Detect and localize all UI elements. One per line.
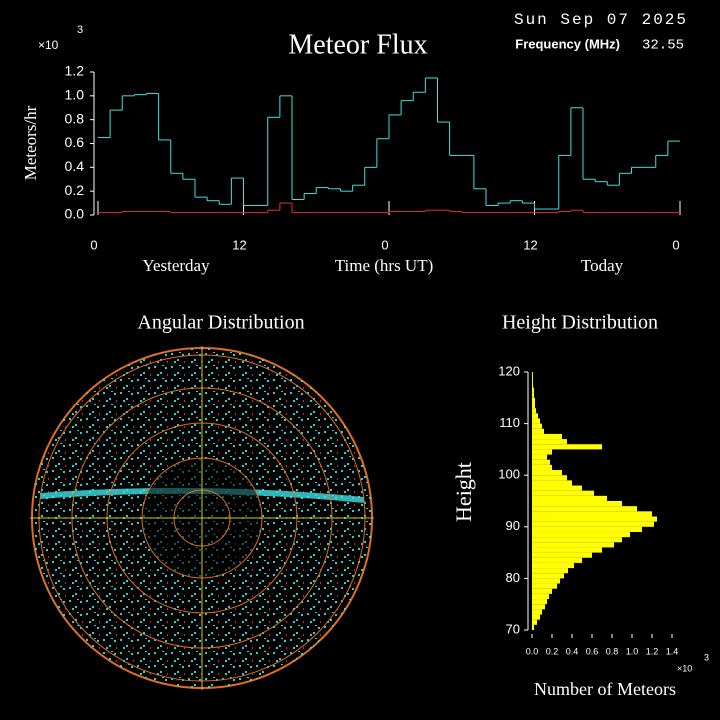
y-tick-label: 0.6 — [65, 134, 85, 150]
bar — [532, 382, 533, 388]
bar — [532, 413, 538, 419]
bar — [532, 480, 572, 486]
x-multiplier-exp: 3 — [704, 652, 709, 662]
bar — [532, 470, 562, 476]
bar — [532, 392, 534, 398]
x-tick-label: 0 — [90, 237, 97, 252]
y-tick-label: 70 — [506, 621, 520, 636]
x-tick-label: 0 — [381, 237, 388, 252]
bar — [532, 475, 567, 481]
bar — [532, 501, 622, 507]
bar — [532, 506, 637, 512]
bar — [532, 521, 654, 527]
bar — [532, 408, 536, 414]
bar — [532, 609, 542, 615]
bar — [532, 402, 535, 409]
bar — [532, 604, 545, 610]
panel-title: Angular Distribution — [137, 312, 304, 334]
bar — [532, 444, 602, 450]
x-axis-label: Time (hrs UT) — [335, 256, 434, 275]
bar — [532, 562, 574, 569]
x-tick-label: 1.2 — [646, 646, 659, 656]
x-tick-label: 12 — [232, 237, 246, 252]
angular-plot — [30, 346, 374, 690]
bar — [532, 397, 535, 403]
x-multiplier: ×10 — [677, 663, 692, 673]
y-tick-label: 0.0 — [65, 206, 85, 222]
date: Sun Sep 07 2025 — [514, 11, 688, 29]
chart-title: Meteor Flux — [288, 29, 427, 60]
x-axis-label: Number of Meteors — [534, 679, 676, 699]
bar — [532, 531, 630, 538]
bar — [532, 624, 534, 630]
panel-title: Height Distribution — [502, 312, 658, 334]
y-multiplier: ×10 — [38, 38, 59, 52]
x-tick-label: 0.6 — [586, 646, 599, 656]
y-multiplier-exp: 3 — [77, 24, 83, 36]
bar — [532, 423, 542, 429]
bar — [532, 593, 549, 600]
y-tick-label: 0.8 — [65, 110, 85, 126]
bar — [532, 511, 652, 517]
bar — [532, 418, 540, 424]
bar — [532, 377, 533, 383]
y-tick-label: 90 — [506, 518, 520, 533]
x-tick-label: 0.4 — [566, 646, 579, 656]
bar — [532, 568, 568, 574]
y-tick-label: 80 — [506, 570, 520, 585]
y-tick-label: 0.2 — [65, 182, 85, 198]
x-tick-label: 0.8 — [606, 646, 619, 656]
bar — [532, 537, 622, 543]
bar — [532, 454, 547, 460]
frequency-label: Frequency (MHz) — [515, 36, 620, 51]
bar — [532, 464, 552, 471]
y-tick-label: 0.4 — [65, 158, 85, 174]
bar — [532, 526, 642, 532]
bar — [532, 614, 540, 620]
bar — [532, 619, 537, 625]
bar — [532, 372, 533, 378]
bar — [532, 459, 550, 465]
x-tick-label: 1.4 — [666, 646, 679, 656]
y-axis-label: Height — [451, 462, 476, 522]
y-tick-label: 1.2 — [65, 63, 85, 79]
x-tick-label: 0 — [672, 237, 679, 252]
bar — [532, 485, 582, 491]
x-tick-label: 1.0 — [626, 646, 639, 656]
y-axis-label: Meteors/hr — [21, 105, 40, 180]
bar — [532, 490, 594, 496]
bar — [532, 588, 552, 594]
bar — [532, 583, 557, 589]
x-tick-label: 0.0 — [526, 646, 539, 656]
y-tick-label: 110 — [499, 415, 520, 430]
y-tick-label: 120 — [498, 363, 520, 378]
bar — [532, 387, 534, 393]
y-tick-label: 1.0 — [65, 87, 85, 103]
bar — [532, 573, 564, 579]
bar — [532, 599, 547, 605]
bar — [532, 428, 544, 434]
bar — [532, 552, 592, 558]
bar — [532, 547, 602, 553]
day-label: Today — [581, 256, 624, 275]
bar — [532, 449, 552, 455]
bar — [532, 578, 560, 584]
frequency: 32.55 — [642, 38, 684, 54]
x-tick-label: 12 — [523, 237, 537, 252]
bar — [532, 495, 607, 501]
bar — [532, 439, 567, 445]
bar — [532, 542, 614, 548]
y-tick-label: 100 — [498, 467, 520, 482]
x-tick-label: 0.2 — [546, 646, 559, 656]
bar — [532, 557, 582, 563]
bar — [532, 433, 562, 440]
day-label: Yesterday — [142, 256, 210, 275]
bar — [532, 516, 657, 522]
